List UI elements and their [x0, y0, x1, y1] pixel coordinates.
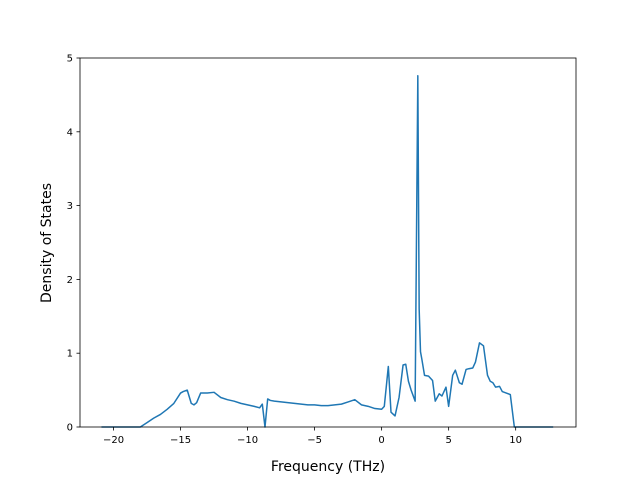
x-tick-label: 5: [445, 435, 451, 446]
y-axis-label: Density of States: [39, 183, 55, 303]
x-tick-label: 0: [378, 435, 384, 446]
y-tick-label: 5: [67, 54, 73, 65]
x-tick-label: −5: [307, 435, 322, 446]
axes: −20 −15 −10 −5 0 5 10 0 1 2 3 4 5: [67, 54, 577, 446]
plot-area: [101, 74, 554, 428]
y-tick-label: 4: [67, 127, 73, 138]
x-tick-label: 10: [509, 435, 522, 446]
y-tick-label: 1: [67, 349, 73, 360]
x-tick-label: −15: [170, 435, 191, 446]
y-tick-label: 3: [67, 201, 73, 212]
x-tick-label: −20: [103, 435, 124, 446]
dos-series-line: [101, 74, 554, 428]
plot-frame: [79, 57, 577, 428]
y-tick-label: 0: [67, 423, 73, 434]
x-tick-label: −10: [237, 435, 258, 446]
x-axis-label: Frequency (THz): [271, 459, 385, 475]
y-tick-label: 2: [67, 275, 73, 286]
